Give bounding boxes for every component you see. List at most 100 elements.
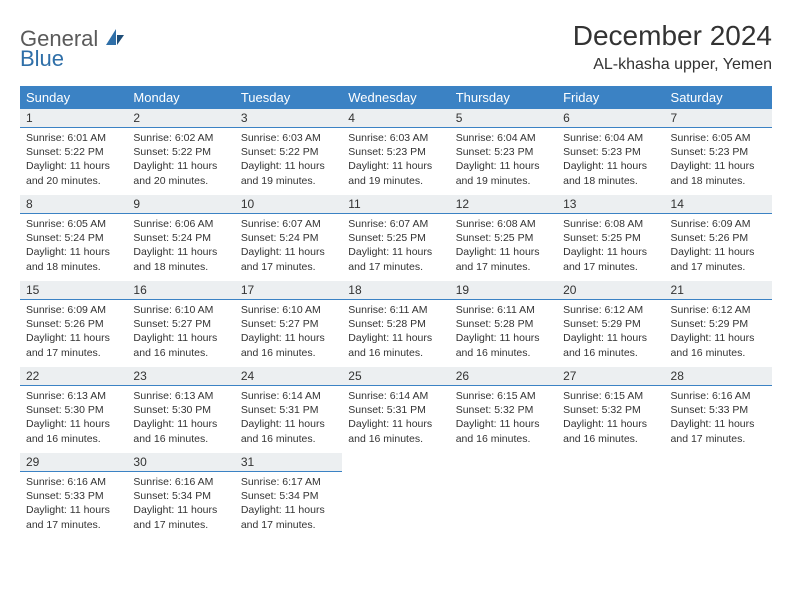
calendar-cell: 24Sunrise: 6:14 AMSunset: 5:31 PMDayligh…	[235, 367, 342, 453]
day-number: 15	[20, 281, 127, 300]
calendar-cell: 31Sunrise: 6:17 AMSunset: 5:34 PMDayligh…	[235, 453, 342, 539]
day-details: Sunrise: 6:09 AMSunset: 5:26 PMDaylight:…	[20, 300, 127, 362]
day-number: 10	[235, 195, 342, 214]
title-block: December 2024 AL-khasha upper, Yemen	[573, 20, 772, 74]
day-number: 20	[557, 281, 664, 300]
day-number: 26	[450, 367, 557, 386]
calendar-cell: 20Sunrise: 6:12 AMSunset: 5:29 PMDayligh…	[557, 281, 664, 367]
calendar-cell: 19Sunrise: 6:11 AMSunset: 5:28 PMDayligh…	[450, 281, 557, 367]
day-number: 21	[665, 281, 772, 300]
brand-blue-wrap: Blue	[20, 46, 64, 72]
day-details: Sunrise: 6:06 AMSunset: 5:24 PMDaylight:…	[127, 214, 234, 276]
day-number: 17	[235, 281, 342, 300]
day-number: 28	[665, 367, 772, 386]
calendar-cell: 1Sunrise: 6:01 AMSunset: 5:22 PMDaylight…	[20, 109, 127, 195]
day-details: Sunrise: 6:13 AMSunset: 5:30 PMDaylight:…	[20, 386, 127, 448]
day-details: Sunrise: 6:10 AMSunset: 5:27 PMDaylight:…	[127, 300, 234, 362]
calendar-cell: 30Sunrise: 6:16 AMSunset: 5:34 PMDayligh…	[127, 453, 234, 539]
calendar-table: SundayMondayTuesdayWednesdayThursdayFrid…	[20, 86, 772, 539]
weekday-header: Saturday	[665, 86, 772, 109]
day-number: 27	[557, 367, 664, 386]
calendar-cell: 29Sunrise: 6:16 AMSunset: 5:33 PMDayligh…	[20, 453, 127, 539]
day-number: 31	[235, 453, 342, 472]
calendar-cell: 18Sunrise: 6:11 AMSunset: 5:28 PMDayligh…	[342, 281, 449, 367]
day-number: 12	[450, 195, 557, 214]
day-number: 2	[127, 109, 234, 128]
calendar-cell: 13Sunrise: 6:08 AMSunset: 5:25 PMDayligh…	[557, 195, 664, 281]
day-number: 16	[127, 281, 234, 300]
day-number: 25	[342, 367, 449, 386]
day-details: Sunrise: 6:02 AMSunset: 5:22 PMDaylight:…	[127, 128, 234, 190]
calendar-cell: 15Sunrise: 6:09 AMSunset: 5:26 PMDayligh…	[20, 281, 127, 367]
day-details: Sunrise: 6:15 AMSunset: 5:32 PMDaylight:…	[557, 386, 664, 448]
day-details: Sunrise: 6:15 AMSunset: 5:32 PMDaylight:…	[450, 386, 557, 448]
day-details: Sunrise: 6:08 AMSunset: 5:25 PMDaylight:…	[450, 214, 557, 276]
location-text: AL-khasha upper, Yemen	[573, 56, 772, 74]
sail-icon	[104, 27, 126, 52]
day-number: 11	[342, 195, 449, 214]
day-details: Sunrise: 6:14 AMSunset: 5:31 PMDaylight:…	[342, 386, 449, 448]
calendar-head: SundayMondayTuesdayWednesdayThursdayFrid…	[20, 86, 772, 109]
calendar-cell: 17Sunrise: 6:10 AMSunset: 5:27 PMDayligh…	[235, 281, 342, 367]
day-number: 24	[235, 367, 342, 386]
weekday-header: Monday	[127, 86, 234, 109]
calendar-cell: 12Sunrise: 6:08 AMSunset: 5:25 PMDayligh…	[450, 195, 557, 281]
weekday-header: Friday	[557, 86, 664, 109]
calendar-cell: 28Sunrise: 6:16 AMSunset: 5:33 PMDayligh…	[665, 367, 772, 453]
calendar-cell: 4Sunrise: 6:03 AMSunset: 5:23 PMDaylight…	[342, 109, 449, 195]
day-number: 29	[20, 453, 127, 472]
day-number: 23	[127, 367, 234, 386]
day-number: 14	[665, 195, 772, 214]
header: General December 2024 AL-khasha upper, Y…	[20, 20, 772, 74]
day-number: 19	[450, 281, 557, 300]
weekday-header: Wednesday	[342, 86, 449, 109]
day-details: Sunrise: 6:11 AMSunset: 5:28 PMDaylight:…	[342, 300, 449, 362]
calendar-cell: 14Sunrise: 6:09 AMSunset: 5:26 PMDayligh…	[665, 195, 772, 281]
calendar-cell: 7Sunrise: 6:05 AMSunset: 5:23 PMDaylight…	[665, 109, 772, 195]
weekday-header: Sunday	[20, 86, 127, 109]
day-details: Sunrise: 6:10 AMSunset: 5:27 PMDaylight:…	[235, 300, 342, 362]
calendar-cell: 25Sunrise: 6:14 AMSunset: 5:31 PMDayligh…	[342, 367, 449, 453]
calendar-cell: 8Sunrise: 6:05 AMSunset: 5:24 PMDaylight…	[20, 195, 127, 281]
day-number: 4	[342, 109, 449, 128]
day-details: Sunrise: 6:04 AMSunset: 5:23 PMDaylight:…	[450, 128, 557, 190]
day-details: Sunrise: 6:12 AMSunset: 5:29 PMDaylight:…	[557, 300, 664, 362]
day-details: Sunrise: 6:07 AMSunset: 5:24 PMDaylight:…	[235, 214, 342, 276]
day-details: Sunrise: 6:17 AMSunset: 5:34 PMDaylight:…	[235, 472, 342, 534]
calendar-cell: 22Sunrise: 6:13 AMSunset: 5:30 PMDayligh…	[20, 367, 127, 453]
day-number: 3	[235, 109, 342, 128]
day-details: Sunrise: 6:05 AMSunset: 5:23 PMDaylight:…	[665, 128, 772, 190]
day-details: Sunrise: 6:01 AMSunset: 5:22 PMDaylight:…	[20, 128, 127, 190]
day-number: 7	[665, 109, 772, 128]
day-details: Sunrise: 6:16 AMSunset: 5:33 PMDaylight:…	[665, 386, 772, 448]
day-details: Sunrise: 6:12 AMSunset: 5:29 PMDaylight:…	[665, 300, 772, 362]
calendar-cell: 11Sunrise: 6:07 AMSunset: 5:25 PMDayligh…	[342, 195, 449, 281]
day-details: Sunrise: 6:13 AMSunset: 5:30 PMDaylight:…	[127, 386, 234, 448]
day-number: 9	[127, 195, 234, 214]
calendar-cell: 16Sunrise: 6:10 AMSunset: 5:27 PMDayligh…	[127, 281, 234, 367]
day-number: 8	[20, 195, 127, 214]
calendar-cell: 3Sunrise: 6:03 AMSunset: 5:22 PMDaylight…	[235, 109, 342, 195]
calendar-cell: 27Sunrise: 6:15 AMSunset: 5:32 PMDayligh…	[557, 367, 664, 453]
day-number: 6	[557, 109, 664, 128]
calendar-cell: 2Sunrise: 6:02 AMSunset: 5:22 PMDaylight…	[127, 109, 234, 195]
day-details: Sunrise: 6:08 AMSunset: 5:25 PMDaylight:…	[557, 214, 664, 276]
calendar-cell: 10Sunrise: 6:07 AMSunset: 5:24 PMDayligh…	[235, 195, 342, 281]
day-details: Sunrise: 6:11 AMSunset: 5:28 PMDaylight:…	[450, 300, 557, 362]
day-number: 1	[20, 109, 127, 128]
brand-blue: Blue	[20, 46, 64, 71]
weekday-header: Tuesday	[235, 86, 342, 109]
day-details: Sunrise: 6:16 AMSunset: 5:34 PMDaylight:…	[127, 472, 234, 534]
day-details: Sunrise: 6:07 AMSunset: 5:25 PMDaylight:…	[342, 214, 449, 276]
calendar-cell: 6Sunrise: 6:04 AMSunset: 5:23 PMDaylight…	[557, 109, 664, 195]
calendar-cell: 26Sunrise: 6:15 AMSunset: 5:32 PMDayligh…	[450, 367, 557, 453]
weekday-header: Thursday	[450, 86, 557, 109]
day-number: 22	[20, 367, 127, 386]
calendar-cell	[342, 453, 449, 539]
day-details: Sunrise: 6:04 AMSunset: 5:23 PMDaylight:…	[557, 128, 664, 190]
calendar-cell	[450, 453, 557, 539]
day-details: Sunrise: 6:16 AMSunset: 5:33 PMDaylight:…	[20, 472, 127, 534]
calendar-cell: 21Sunrise: 6:12 AMSunset: 5:29 PMDayligh…	[665, 281, 772, 367]
day-details: Sunrise: 6:14 AMSunset: 5:31 PMDaylight:…	[235, 386, 342, 448]
day-number: 5	[450, 109, 557, 128]
